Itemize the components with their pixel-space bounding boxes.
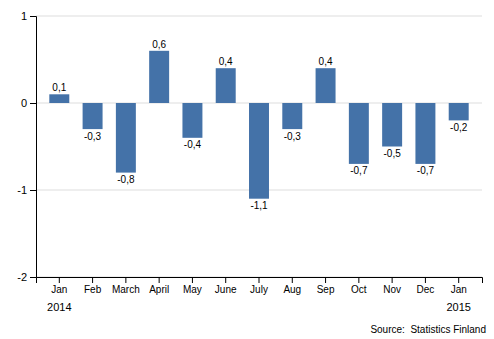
x-axis-line <box>37 278 483 284</box>
x-tick: March <box>112 277 140 295</box>
bar <box>182 103 202 138</box>
x-tick-mark <box>292 277 293 283</box>
y-tick: 1 <box>21 10 36 22</box>
bar <box>415 103 435 164</box>
x-tick-label: Jan <box>451 284 467 295</box>
x-tick-label: June <box>215 284 237 295</box>
bar <box>282 103 302 129</box>
x-tick-mark <box>325 277 326 283</box>
data-label: 0,6 <box>152 39 166 50</box>
x-tick: May <box>183 277 202 295</box>
data-label: -0,5 <box>384 148 402 159</box>
x-tick-mark <box>159 277 160 283</box>
grid <box>36 16 482 277</box>
data-label: -0,7 <box>350 165 368 176</box>
x-tick-mark <box>392 277 393 283</box>
source-note: Source: Statistics Finland <box>370 324 486 335</box>
x-tick-mark <box>125 277 126 283</box>
data-label: -0,7 <box>417 165 435 176</box>
y-tick-label: -1 <box>17 184 27 196</box>
x-tick: Nov <box>383 277 401 295</box>
x-tick: Sep <box>317 277 335 295</box>
y-tick-mark <box>30 190 36 191</box>
x-tick-label: March <box>112 284 140 295</box>
x-tick-label: Jan <box>51 284 67 295</box>
x-axis: Jan Feb March April May June July Aug Sep Oct Nov D… <box>37 277 483 295</box>
y-tick-mark <box>30 277 36 278</box>
bar <box>249 103 269 199</box>
year-label: 2015 <box>446 301 470 313</box>
x-tick: Jan <box>451 277 467 295</box>
x-tick-label: Aug <box>283 284 301 295</box>
x-tick-label: Feb <box>84 284 102 295</box>
annotations: 2014 2015 Source: Statistics Finland <box>47 301 486 335</box>
x-tick-label: July <box>250 284 268 295</box>
y-tick-mark <box>30 16 36 17</box>
bar <box>316 68 336 103</box>
bar <box>49 94 69 103</box>
y-tick: 0 <box>21 97 36 109</box>
data-label: -0,3 <box>284 131 302 142</box>
y-tick-label: 1 <box>21 10 27 22</box>
y-axis: -2 -1 0 1 <box>17 10 36 283</box>
data-label: -0,4 <box>184 139 202 150</box>
y-tick-mark <box>30 103 36 104</box>
x-tick-label: Dec <box>417 284 435 295</box>
x-tick-mark <box>259 277 260 283</box>
x-tick-mark <box>59 277 60 283</box>
x-tick-label: Oct <box>351 284 367 295</box>
data-label: -0,8 <box>117 174 135 185</box>
x-tick-mark <box>358 277 359 283</box>
x-tick: Dec <box>417 277 435 295</box>
data-label: 0,4 <box>219 56 233 67</box>
x-tick-label: April <box>149 284 169 295</box>
y-tick: -2 <box>17 271 36 283</box>
y-tick-label: -2 <box>17 271 27 283</box>
x-tick: April <box>149 277 169 295</box>
x-tick-label: Nov <box>383 284 401 295</box>
x-tick-mark <box>225 277 226 283</box>
x-tick-label: May <box>183 284 202 295</box>
data-labels: 0,1 -0,3 -0,8 0,6 -0,4 0,4 -1,1 -0,3 0,4 -0,7 -0,5… <box>52 39 467 211</box>
y-tick-label: 0 <box>21 97 27 109</box>
bar <box>149 51 169 103</box>
data-label: -1,1 <box>250 200 268 211</box>
data-label: 0,4 <box>319 56 333 67</box>
x-tick: Oct <box>351 277 367 295</box>
x-tick: July <box>250 277 268 295</box>
x-tick: Aug <box>283 277 301 295</box>
data-label: -0,3 <box>84 131 102 142</box>
chart-svg: -2 -1 0 1 Jan Feb March April May June July Aug Sep O… <box>0 0 494 339</box>
y-axis-line <box>30 17 37 278</box>
bar <box>216 68 236 103</box>
x-tick-mark <box>425 277 426 283</box>
bar <box>83 103 103 129</box>
bar <box>449 103 469 120</box>
bar <box>382 103 402 147</box>
data-label: 0,1 <box>52 82 66 93</box>
x-tick-label: Sep <box>317 284 335 295</box>
year-label: 2014 <box>47 301 71 313</box>
x-tick-mark <box>458 277 459 283</box>
plot-area: -2 -1 0 1 Jan Feb March April May June July Aug Sep O… <box>17 10 482 295</box>
x-tick: Jan <box>51 277 67 295</box>
x-tick: Feb <box>84 277 102 295</box>
x-tick-mark <box>192 277 193 283</box>
bars <box>49 51 468 199</box>
chart-container: -2 -1 0 1 Jan Feb March April May June July Aug Sep O… <box>0 0 494 339</box>
bar <box>349 103 369 164</box>
x-tick: June <box>215 277 237 295</box>
grid-line <box>36 16 482 17</box>
data-label: -0,2 <box>450 122 468 133</box>
x-tick-mark <box>92 277 93 283</box>
bar <box>116 103 136 173</box>
y-tick: -1 <box>17 184 36 196</box>
